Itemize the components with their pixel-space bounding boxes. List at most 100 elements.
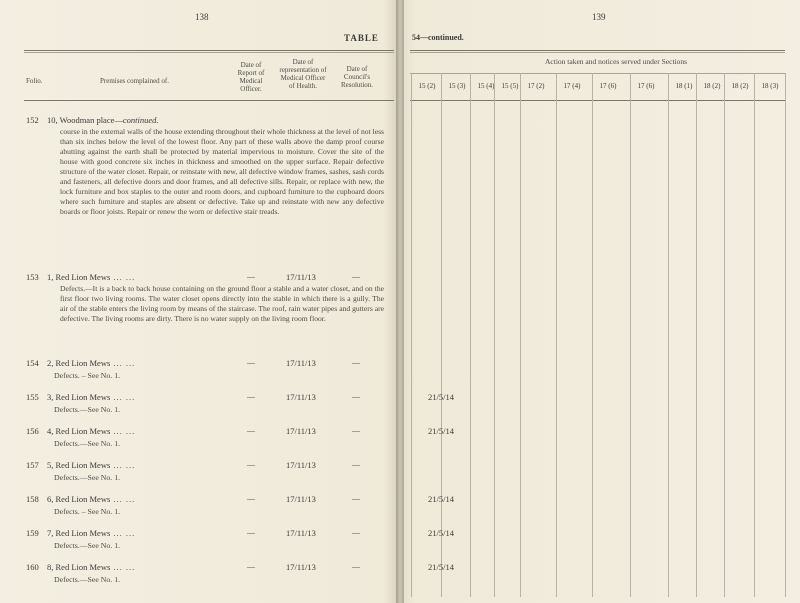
representation-date: 17/11/13	[286, 528, 316, 538]
leader-dots: ... ...	[110, 392, 135, 402]
action-date: 21/5/14	[428, 562, 454, 572]
page-number-left: 138	[195, 12, 209, 22]
rule	[24, 52, 394, 53]
dash: —	[247, 562, 255, 571]
folio-number: 153	[26, 272, 39, 282]
rule	[24, 50, 394, 51]
header-date-representation: Date of representation of Medical Office…	[278, 58, 328, 90]
dash: —	[247, 426, 255, 435]
column-divider	[754, 73, 755, 597]
folio-number: 154	[26, 358, 39, 368]
section-column-header: 18 (1)	[670, 82, 698, 90]
column-divider	[556, 73, 557, 597]
section-column-header: 18 (3)	[756, 82, 784, 90]
premises-name: 8, Red Lion Mews ... ...	[47, 562, 135, 572]
section-column-header: 18 (2)	[698, 82, 726, 90]
leader-dots: ... ...	[110, 562, 135, 572]
premises-name: 2, Red Lion Mews ... ...	[47, 358, 135, 368]
representation-date: 17/11/13	[286, 494, 316, 504]
dash: —	[247, 494, 255, 503]
dash: —	[352, 426, 360, 435]
defects-note: Defects. – See No. 1.	[54, 371, 120, 380]
dash: —	[352, 392, 360, 401]
table-cont-text: 54—continued.	[412, 33, 464, 42]
section-column-header: 17 (4)	[558, 82, 586, 90]
rule	[24, 100, 394, 101]
dash: —	[247, 272, 255, 281]
column-divider	[494, 73, 495, 597]
premises-name: 10, Woodman place—continued.	[47, 115, 159, 125]
folio-number: 155	[26, 392, 39, 402]
defects-note: Defects.—See No. 1.	[54, 439, 120, 448]
representation-date: 17/11/13	[286, 562, 316, 572]
representation-date: 17/11/13	[286, 358, 316, 368]
leader-dots: ... ...	[110, 528, 135, 538]
column-divider	[441, 73, 442, 597]
rule	[410, 50, 785, 51]
dash: —	[352, 494, 360, 503]
dash: —	[247, 528, 255, 537]
column-divider	[630, 73, 631, 597]
folio-number: 156	[26, 426, 39, 436]
header-action: Action taken and notices served under Se…	[545, 58, 687, 67]
dash: —	[247, 358, 255, 367]
leader-dots: ... ...	[110, 358, 135, 368]
dash: —	[247, 392, 255, 401]
premises-name: 7, Red Lion Mews ... ...	[47, 528, 135, 538]
header-folio: Folio.	[26, 77, 43, 85]
defects-note: Defects.—See No. 1.	[54, 405, 120, 414]
section-column-header: 17 (2)	[522, 82, 550, 90]
rule	[410, 52, 785, 53]
dash: —	[352, 272, 360, 281]
book-spine	[396, 0, 404, 603]
leader-dots: ... ...	[110, 460, 135, 470]
folio-number: 158	[26, 494, 39, 504]
column-divider	[724, 73, 725, 597]
defects-note: Defects.—See No. 1.	[54, 575, 120, 584]
defects-paragraph: Defects.—It is a back to back house cont…	[60, 284, 384, 324]
premises-name: 3, Red Lion Mews ... ...	[47, 392, 135, 402]
book-spread: 138 139 TABLE 54—continued. Folio. Premi…	[0, 0, 800, 603]
rule	[410, 100, 785, 101]
premises-name: 1, Red Lion Mews ... ...	[47, 272, 135, 282]
dash: —	[247, 460, 255, 469]
representation-date: 17/11/13	[286, 392, 316, 402]
premises-name: 4, Red Lion Mews ... ...	[47, 426, 135, 436]
rule	[410, 73, 785, 74]
folio-number: 159	[26, 528, 39, 538]
header-date-resolution: Date of Council's Resolution.	[334, 65, 380, 89]
defects-note: Defects.—See No. 1.	[54, 473, 120, 482]
premises-name: 6, Red Lion Mews ... ...	[47, 494, 135, 504]
folio-number: 157	[26, 460, 39, 470]
leader-dots: ... ...	[110, 494, 135, 504]
defects-paragraph: course in the external walls of the hous…	[60, 127, 384, 217]
defects-note: Defects.—See No. 1.	[54, 541, 120, 550]
dash: —	[352, 562, 360, 571]
column-divider	[470, 73, 471, 597]
dash: —	[352, 358, 360, 367]
page-number-right: 139	[592, 12, 606, 22]
table-continued: 54—continued.	[412, 33, 464, 42]
column-divider	[592, 73, 593, 597]
leader-dots: ... ...	[110, 272, 135, 282]
header-premises: Premises complained of.	[100, 77, 169, 85]
action-date: 21/5/14	[428, 426, 454, 436]
column-divider	[696, 73, 697, 597]
representation-date: 17/11/13	[286, 272, 316, 282]
dash: —	[352, 528, 360, 537]
column-divider	[785, 73, 786, 597]
dash: —	[352, 460, 360, 469]
column-divider	[411, 73, 412, 597]
defects-note: Defects. – See No. 1.	[54, 507, 120, 516]
leader-dots: ... ...	[110, 426, 135, 436]
representation-date: 17/11/13	[286, 426, 316, 436]
header-date-report: Date of Report of Medical Officer.	[231, 61, 271, 93]
folio-number: 160	[26, 562, 39, 572]
column-divider	[520, 73, 521, 597]
section-column-header: 15 (3)	[443, 82, 471, 90]
action-date: 21/5/14	[428, 392, 454, 402]
section-column-header: 17 (6)	[594, 82, 622, 90]
representation-date: 17/11/13	[286, 460, 316, 470]
premises-name: 5, Red Lion Mews ... ...	[47, 460, 135, 470]
folio-number: 152	[26, 115, 39, 125]
